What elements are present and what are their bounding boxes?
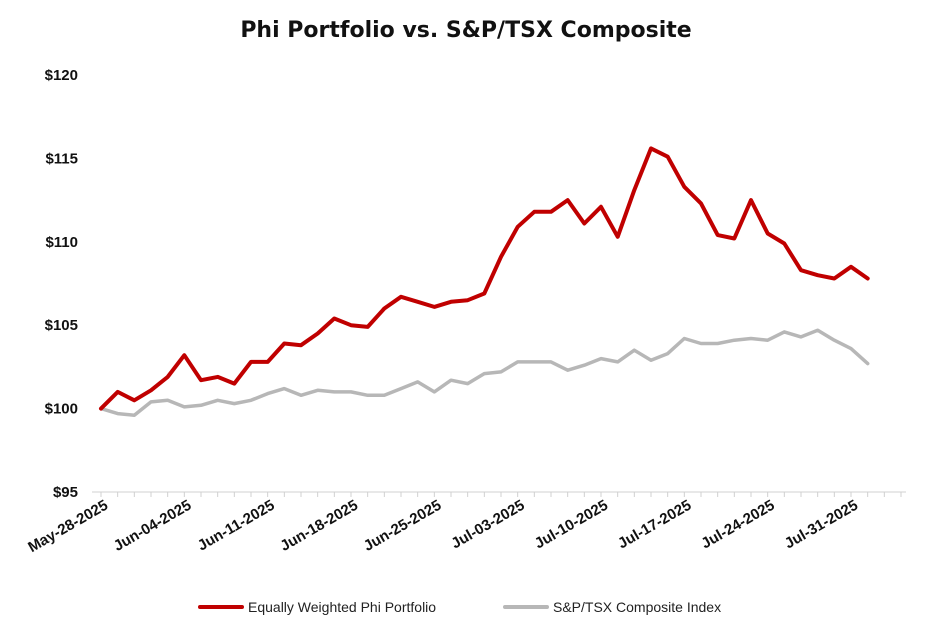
y-tick-label: $105: [45, 317, 78, 334]
x-tick-label: Jul-24-2025: [698, 497, 777, 553]
y-tick-label: $100: [45, 401, 78, 418]
x-tick-label: Jul-17-2025: [615, 497, 694, 553]
x-tick-label: Jun-25-2025: [361, 497, 445, 555]
x-tick-label: Jul-10-2025: [532, 497, 611, 553]
y-axis: $95 $100 $105 $110 $115 $120: [45, 67, 78, 501]
x-axis: May-28-2025 Jun-04-2025 Jun-11-2025 Jun-18-…: [25, 491, 906, 556]
x-tick-label: May-28-2025: [25, 497, 111, 556]
series-line-sp-tsx-index: [99, 328, 870, 418]
y-tick-label: $115: [45, 150, 78, 167]
x-tick-label: Jul-03-2025: [448, 497, 527, 553]
legend-label: Equally Weighted Phi Portfolio: [248, 599, 436, 615]
x-tick-label: Jun-11-2025: [195, 497, 278, 555]
y-tick-label: $95: [53, 484, 78, 501]
chart-title: Phi Portfolio vs. S&P/TSX Composite: [240, 18, 692, 43]
legend-label: S&P/TSX Composite Index: [553, 599, 721, 615]
legend: Equally Weighted Phi Portfolio S&P/TSX Co…: [198, 599, 721, 615]
series-layer: [99, 146, 870, 418]
x-tick-label: Jun-04-2025: [111, 497, 195, 555]
y-tick-label: $110: [45, 234, 78, 251]
x-tick-label: Jun-18-2025: [277, 497, 361, 555]
y-tick-label: $120: [45, 67, 78, 84]
x-tick-label: Jul-31-2025: [782, 497, 861, 553]
series-line-phi-portfolio: [99, 146, 870, 411]
